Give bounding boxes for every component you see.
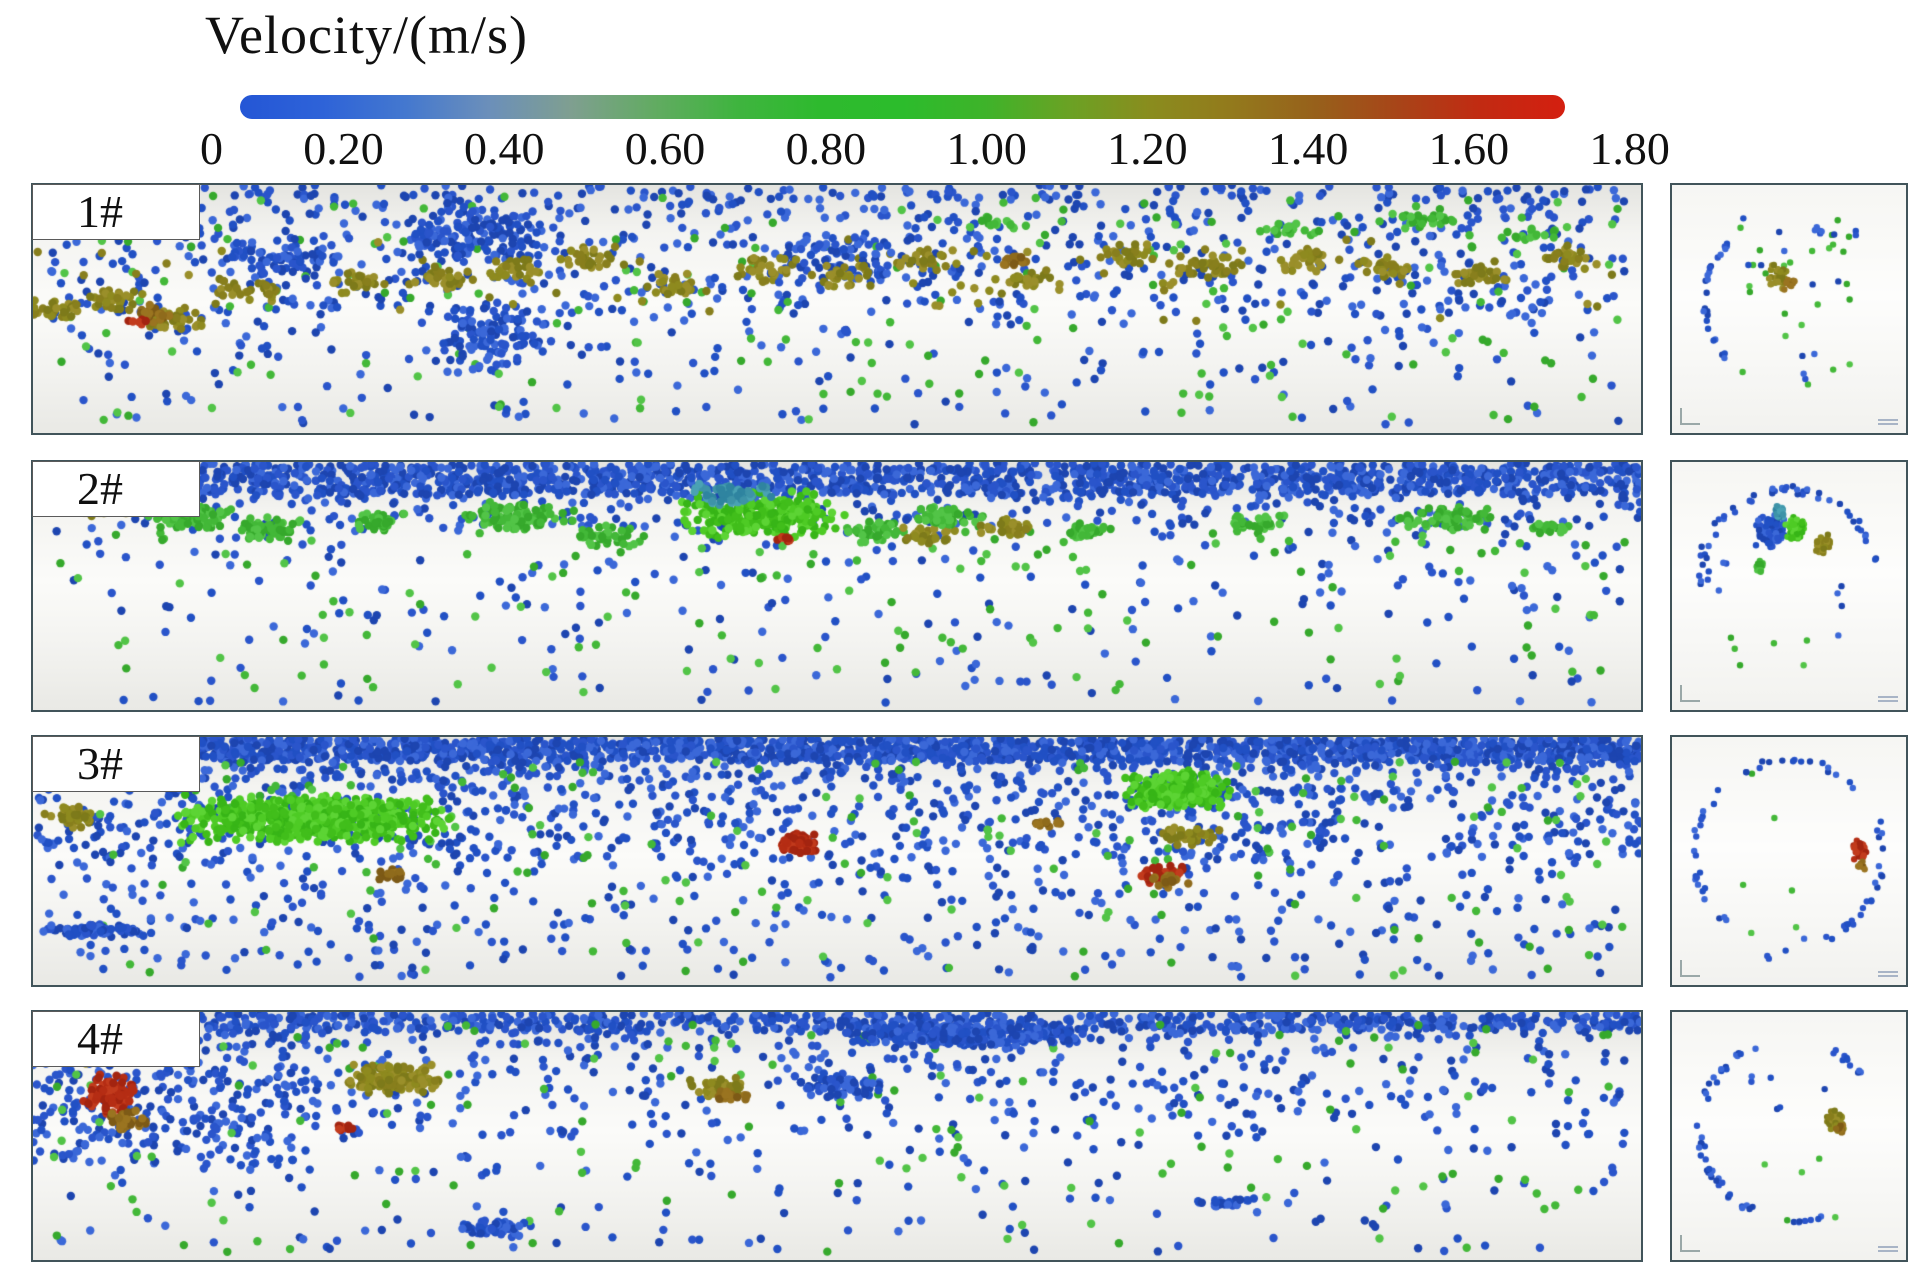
- panel-2-label: 2#: [32, 461, 200, 517]
- colorbar-tick: 1.80: [1589, 123, 1670, 174]
- colorbar-title: Velocity/(m/s): [205, 5, 528, 65]
- colorbar-tick: 1.60: [1428, 123, 1510, 174]
- panel-2-side-view: 2#: [31, 460, 1643, 712]
- row-3: 3#: [0, 735, 1910, 987]
- axis-triad-icon: [1680, 1235, 1700, 1252]
- colorbar-tick: 0: [200, 123, 223, 174]
- panel-1-end-view: [1670, 183, 1908, 435]
- panel-4-end-view: [1670, 1010, 1908, 1262]
- colorbar-tick: 1.20: [1107, 123, 1188, 174]
- axis-triad-icon: [1680, 685, 1700, 702]
- axis-triad-icon: [1680, 408, 1700, 425]
- row-4: 4#: [0, 1010, 1910, 1262]
- panel-1-side-view: 1#: [31, 183, 1643, 435]
- colorbar-tick: 0.80: [785, 123, 867, 174]
- panel-4-side-view: 4#: [31, 1010, 1643, 1262]
- axis-triad-icon: [1680, 960, 1700, 977]
- panel-1-side-canvas: [33, 185, 1641, 433]
- panel-4-side-canvas: [33, 1012, 1641, 1260]
- panel-3-side-view: 3#: [31, 735, 1643, 987]
- panel-3-label: 3#: [32, 736, 200, 792]
- colorbar-tick-row: 0 0.20 0.40 0.60 0.80 1.00 1.20 1.40 1.6…: [200, 122, 1670, 175]
- panel-4-label: 4#: [32, 1011, 200, 1067]
- panel-3-side-canvas: [33, 737, 1641, 985]
- colorbar-tick: 1.00: [946, 123, 1027, 174]
- scale-mark-icon: [1878, 1244, 1898, 1252]
- colorbar-tick: 1.40: [1267, 123, 1349, 174]
- panel-1-label: 1#: [32, 184, 200, 240]
- colorbar-tick: 0.60: [624, 123, 706, 174]
- colorbar-gradient-bar: [240, 95, 1565, 119]
- panel-3-end-view: [1670, 735, 1908, 987]
- panel-4-end-canvas: [1672, 1012, 1906, 1260]
- row-2: 2#: [0, 460, 1910, 712]
- row-1: 1#: [0, 183, 1910, 435]
- panel-2-end-view: [1670, 460, 1908, 712]
- scale-mark-icon: [1878, 969, 1898, 977]
- colorbar-tick: 0.20: [303, 123, 384, 174]
- scale-mark-icon: [1878, 694, 1898, 702]
- panel-2-end-canvas: [1672, 462, 1906, 710]
- colorbar-tick: 0.40: [464, 123, 545, 174]
- scale-mark-icon: [1878, 417, 1898, 425]
- panel-3-end-canvas: [1672, 737, 1906, 985]
- panel-1-end-canvas: [1672, 185, 1906, 433]
- panel-2-side-canvas: [33, 462, 1641, 710]
